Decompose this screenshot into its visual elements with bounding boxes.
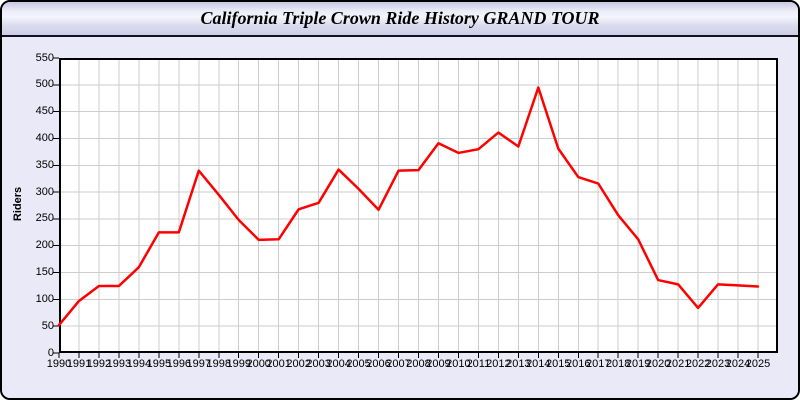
x-tick-label: 2010 bbox=[446, 358, 471, 370]
x-tick-label: 2014 bbox=[526, 358, 551, 370]
x-tick-label: 1990 bbox=[46, 358, 72, 370]
chart-title: California Triple Crown Ride History GRA… bbox=[200, 8, 600, 28]
chart-panel: Riders 0 50 100 150 200 250 300 350 400 450 500 550… bbox=[2, 37, 798, 398]
x-tick-label: 1996 bbox=[166, 358, 192, 370]
x-tick-label: 1992 bbox=[86, 358, 112, 370]
x-tick-label: 1993 bbox=[106, 358, 132, 370]
x-tick-label: 1994 bbox=[126, 358, 152, 370]
y-tick-label: 400 bbox=[35, 131, 54, 144]
y-tick-label: 0 bbox=[47, 346, 54, 359]
x-tick-label: 2022 bbox=[685, 358, 711, 370]
x-tick-label: 2018 bbox=[605, 358, 631, 370]
y-tick-label: 500 bbox=[35, 78, 54, 91]
x-tick-label: 2013 bbox=[506, 358, 531, 370]
x-tick-label: 1999 bbox=[226, 358, 251, 370]
y-tick-label: 250 bbox=[35, 212, 54, 225]
x-tick-label: 2024 bbox=[725, 358, 751, 370]
x-tick-label: 2017 bbox=[585, 358, 611, 370]
y-tick-label: 450 bbox=[35, 105, 54, 118]
x-tick-label: 2012 bbox=[486, 358, 511, 370]
y-tick-label: 200 bbox=[35, 239, 54, 252]
y-tick-label: 100 bbox=[35, 292, 54, 305]
y-tick-label: 150 bbox=[35, 266, 54, 279]
x-tick-label: 2016 bbox=[566, 358, 591, 370]
x-tick-label: 2007 bbox=[386, 358, 411, 370]
y-tick-label: 350 bbox=[35, 158, 54, 171]
x-tick-label: 2015 bbox=[546, 358, 571, 370]
x-tick-label: 2005 bbox=[346, 358, 371, 370]
title-bar: California Triple Crown Ride History GRA… bbox=[2, 2, 798, 37]
x-tick-label: 2004 bbox=[326, 358, 351, 370]
x-tick-label: 1998 bbox=[206, 358, 231, 370]
x-tick-label: 2006 bbox=[366, 358, 391, 370]
x-tick-label: 2023 bbox=[705, 358, 731, 370]
x-tick-label: 1991 bbox=[66, 358, 92, 370]
x-tick-label: 2009 bbox=[426, 358, 451, 370]
y-tick-label: 550 bbox=[35, 51, 54, 64]
x-tick-label: 2000 bbox=[246, 358, 271, 370]
x-tick-label: 2020 bbox=[645, 358, 671, 370]
y-tick-label: 300 bbox=[35, 185, 54, 198]
y-tick-label: 50 bbox=[41, 319, 54, 332]
x-tick-label: 2019 bbox=[625, 358, 651, 370]
x-tick-label: 2021 bbox=[665, 358, 691, 370]
chart-svg bbox=[53, 57, 778, 358]
plot-area bbox=[53, 57, 778, 358]
x-tick-label: 2011 bbox=[466, 358, 491, 370]
x-tick-label: 1997 bbox=[186, 358, 212, 370]
x-tick-label: 2003 bbox=[306, 358, 331, 370]
x-tick-label: 2008 bbox=[406, 358, 431, 370]
x-tick-label: 2002 bbox=[286, 358, 311, 370]
x-tick-label: 2001 bbox=[266, 358, 291, 370]
x-tick-label: 1995 bbox=[146, 358, 172, 370]
x-tick-label: 2025 bbox=[745, 358, 771, 370]
